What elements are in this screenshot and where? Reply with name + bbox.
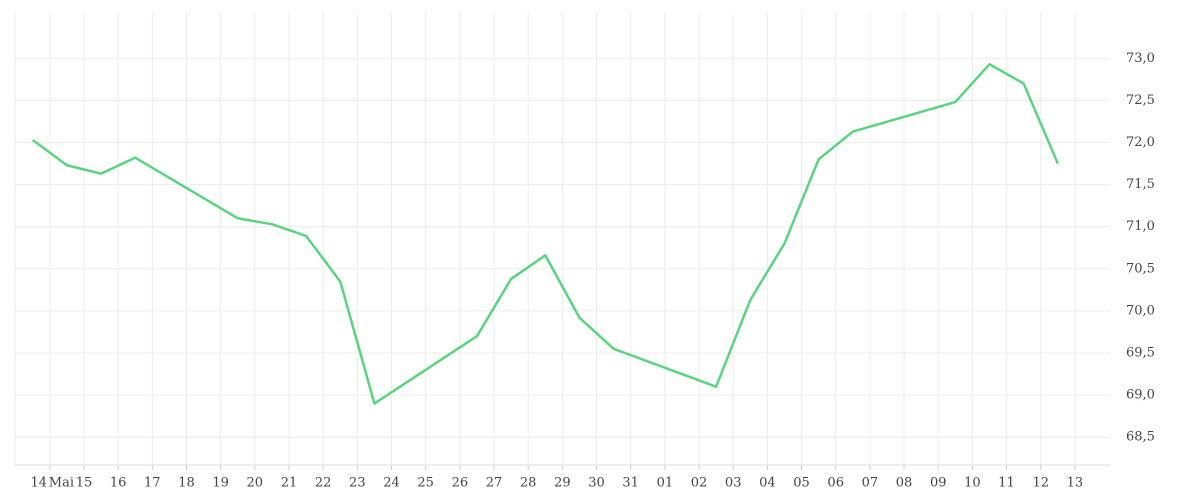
x-tick-label: 19: [212, 476, 229, 491]
y-tick-label: 73,0: [1126, 51, 1155, 66]
x-tick-label: 25: [417, 476, 434, 491]
x-tick-label: 23: [349, 476, 366, 491]
y-tick-label: 69,0: [1126, 388, 1155, 403]
x-tick-label: 29: [554, 476, 571, 491]
x-tick-label: 26: [452, 476, 469, 491]
x-tick-label: 09: [930, 476, 947, 491]
x-tick-label: 21: [281, 476, 298, 491]
y-tick-label: 68,5: [1126, 430, 1155, 445]
x-tick-label: 05: [793, 476, 810, 491]
x-tick-label: 11: [998, 476, 1015, 491]
x-tick-label: 16: [110, 476, 127, 491]
x-tick-label: 31: [622, 476, 639, 491]
y-tick-label: 71,0: [1126, 219, 1155, 234]
x-tick-label: 07: [862, 476, 879, 491]
x-tick-label: 06: [827, 476, 844, 491]
x-tick-label: 02: [691, 476, 708, 491]
x-tick-label: 01: [657, 476, 674, 491]
x-tick-label: 30: [588, 476, 605, 491]
x-tick-label: 14: [31, 476, 48, 491]
x-tick-label: 04: [759, 476, 776, 491]
y-tick-label: 70,5: [1126, 261, 1155, 276]
y-tick-label: 71,5: [1126, 177, 1155, 192]
y-tick-label: 70,0: [1126, 303, 1155, 318]
x-tick-label: 08: [896, 476, 913, 491]
y-tick-label: 72,0: [1126, 135, 1155, 150]
y-tick-label: 72,5: [1126, 93, 1155, 108]
x-tick-label: 18: [178, 476, 195, 491]
month-label: Mai: [49, 476, 74, 491]
line-series: [31, 62, 1059, 405]
x-tick-label: 13: [1067, 476, 1084, 491]
x-tick-label: 17: [144, 476, 161, 491]
x-tick-label: 15: [76, 476, 93, 491]
x-tick-label: 10: [964, 476, 981, 491]
x-tick-label: 12: [1032, 476, 1049, 491]
x-tick-label: 28: [520, 476, 537, 491]
x-tick-label: 03: [725, 476, 742, 491]
x-tick-label: 22: [315, 476, 332, 491]
y-tick-label: 69,5: [1126, 346, 1155, 361]
x-tick-label: 20: [247, 476, 264, 491]
x-tick-label: 24: [383, 476, 400, 491]
x-tick-label: 27: [486, 476, 503, 491]
